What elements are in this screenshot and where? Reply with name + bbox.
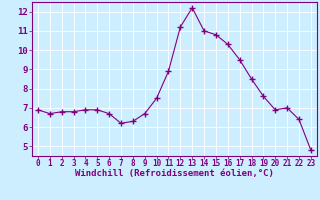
X-axis label: Windchill (Refroidissement éolien,°C): Windchill (Refroidissement éolien,°C) — [75, 169, 274, 178]
